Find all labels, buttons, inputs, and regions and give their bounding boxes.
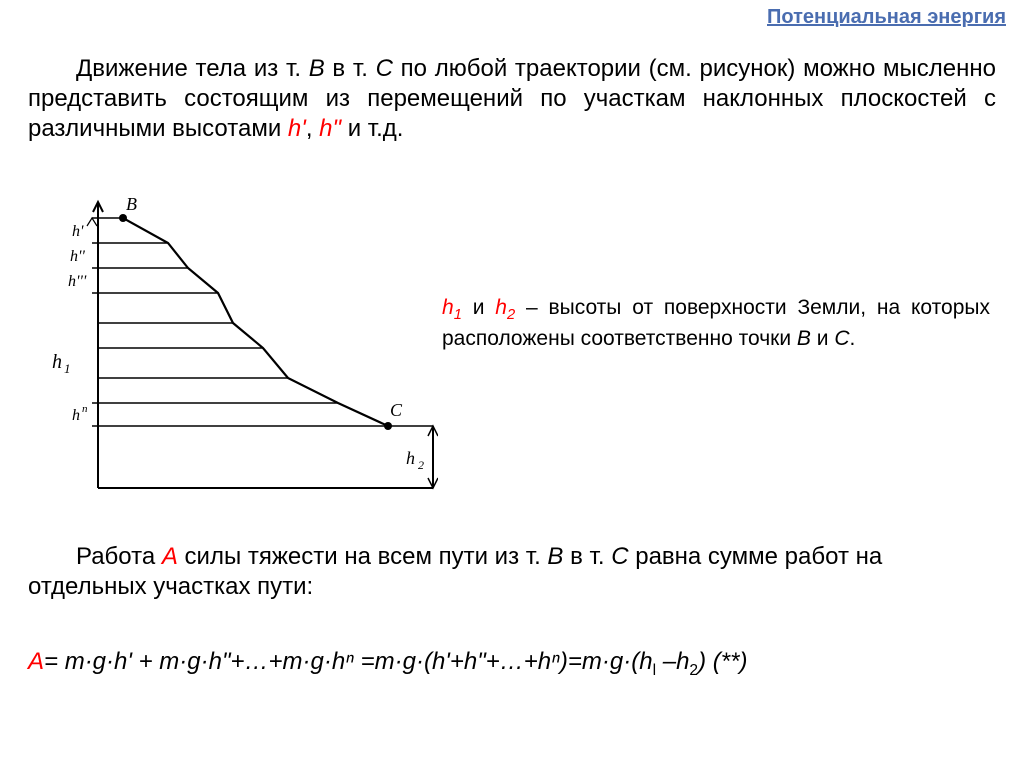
sn-dot: . — [849, 327, 855, 350]
paragraph-2: Работа A силы тяжести на всем пути из т.… — [28, 542, 996, 602]
sn-and2: и — [811, 327, 834, 350]
p2-B: B — [547, 543, 563, 570]
sn-h1sub: 1 — [454, 307, 462, 323]
sn-and: и — [462, 296, 495, 319]
svg-text:h: h — [72, 407, 80, 424]
p2-A: A — [162, 543, 178, 570]
side-note: h1 и h2 – высоты от поверхности Земли, н… — [442, 294, 990, 353]
paragraph-1: Движение тела из т. B в т. C по любой тр… — [28, 54, 996, 144]
svg-text:C: C — [390, 400, 403, 420]
f-end: ) (**) — [698, 648, 747, 675]
sn-h2: h — [495, 296, 507, 319]
svg-text:h'': h'' — [70, 248, 85, 265]
svg-text:n: n — [82, 403, 88, 415]
p1-text: Движение тела из т. — [76, 55, 309, 82]
f-sub2: 2 — [689, 662, 698, 679]
figure-diagram: B C h' h'' h''' h 1 h n h 2 — [38, 188, 438, 496]
p1-sep: , — [306, 115, 319, 142]
formula: A= m·g·h' + m·g·h"+…+m·g·hⁿ =m·g·(h'+h"+… — [28, 648, 996, 680]
f-mid: –h — [656, 648, 689, 675]
svg-text:h': h' — [72, 223, 84, 240]
p2-t1: Работа — [76, 543, 162, 570]
svg-text:h: h — [52, 351, 62, 373]
p2-C: C — [611, 543, 628, 570]
svg-text:B: B — [126, 194, 137, 214]
p2-t2: силы тяжести на всем пути из т. — [178, 543, 548, 570]
svg-text:h''': h''' — [68, 273, 87, 290]
svg-text:h: h — [406, 448, 415, 468]
sn-C: C — [834, 327, 849, 350]
p1-C: C — [376, 55, 393, 82]
sn-B: B — [797, 327, 811, 350]
sn-h2sub: 2 — [507, 307, 515, 323]
p1-h1: h' — [288, 115, 306, 142]
sn-text1: – высоты от поверхности Земли, на которы… — [442, 296, 990, 350]
sn-h1: h — [442, 296, 454, 319]
f-rest: = m·g·h' + m·g·h"+…+m·g·hⁿ =m·g·(h'+h"+…… — [44, 648, 653, 675]
p1-h2: h" — [319, 115, 341, 142]
p1-B: B — [309, 55, 325, 82]
page-title: Потенциальная энергия — [767, 6, 1006, 29]
svg-text:1: 1 — [64, 361, 71, 376]
p2-t3: в т. — [563, 543, 611, 570]
f-A: A — [28, 648, 44, 675]
p1-t2: в т. — [325, 55, 376, 82]
p1-tail: и т.д. — [341, 115, 403, 142]
svg-text:2: 2 — [418, 458, 424, 472]
